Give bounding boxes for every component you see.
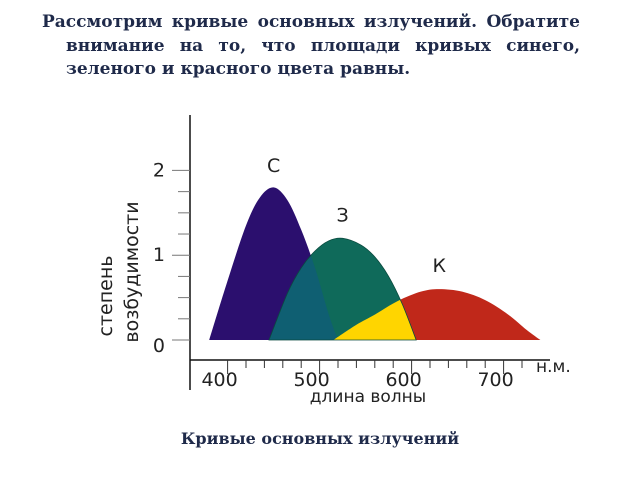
x-tick-label: 600 <box>385 369 421 391</box>
x-axis-unit: н.м. <box>536 357 571 377</box>
curve-green-outline <box>268 237 417 341</box>
x-tick-label: 500 <box>293 369 329 391</box>
y-axis-label-line2: возбудимости <box>121 201 143 342</box>
y-tick-label: 1 <box>153 244 165 266</box>
y-axis-label-line1: степень <box>95 256 117 337</box>
overlap-blue-green <box>269 238 338 340</box>
x-axis-label: длина волны <box>310 387 426 407</box>
x-tick-label: 400 <box>201 369 237 391</box>
y-tick-label: 0 <box>153 335 165 357</box>
chart-caption: Кривые основных излучений <box>180 429 460 448</box>
plot-area: С З К 0 1 2 400 500 600 700 <box>153 115 550 391</box>
series-label-2: З <box>337 204 349 226</box>
x-tick-label: 700 <box>477 369 513 391</box>
overlap-green-red <box>333 289 417 340</box>
series-label-1: С <box>267 155 280 177</box>
y-tick-label: 2 <box>153 159 165 181</box>
series-label-3: К <box>432 255 446 277</box>
intro-paragraph: Рассмотрим кривые основных излучений. Об… <box>42 12 580 79</box>
